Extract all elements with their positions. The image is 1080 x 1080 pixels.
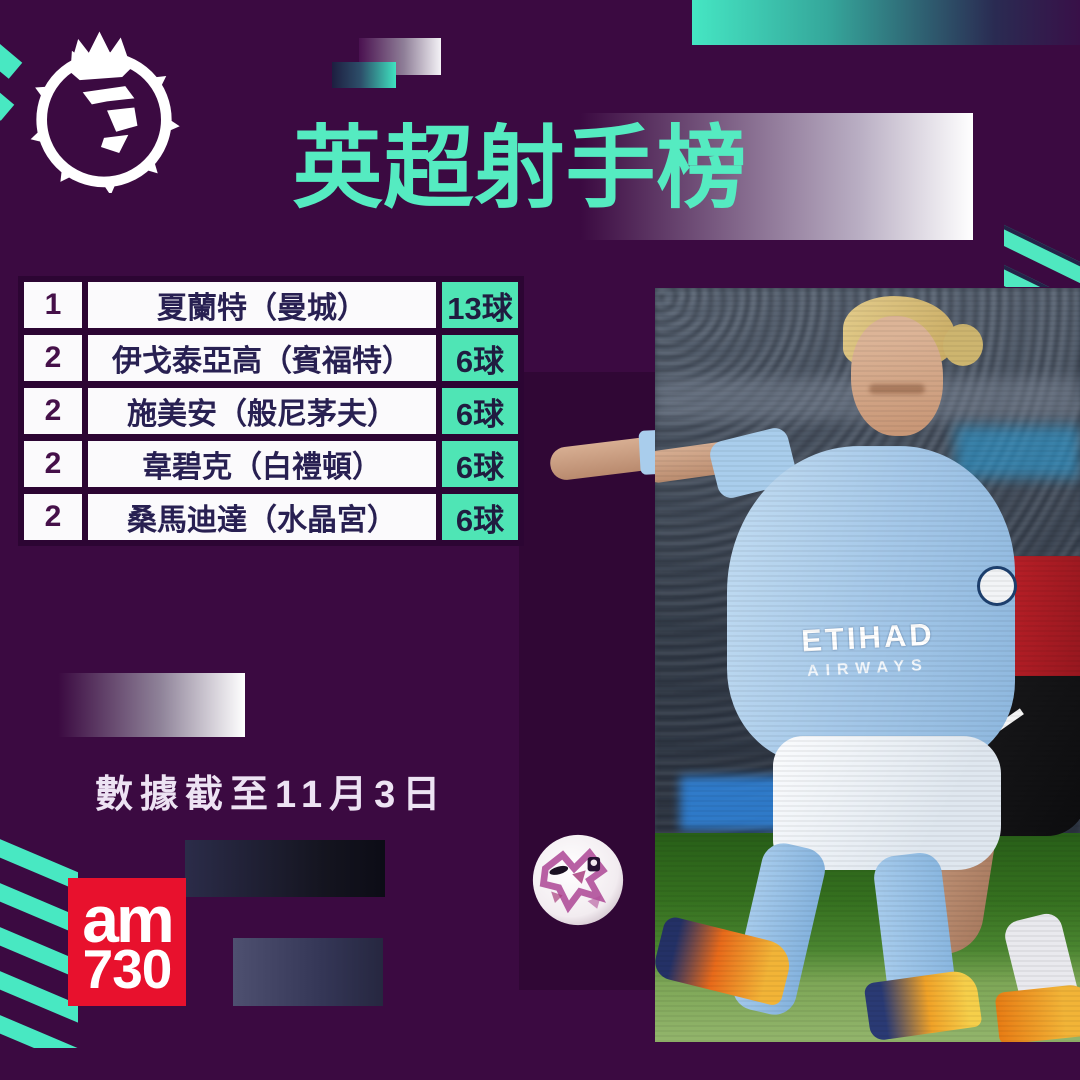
table-row: 1 夏蘭特（曼城） 13球 <box>24 282 518 328</box>
teal-stripe <box>0 0 23 79</box>
player-face-shadow <box>869 384 925 394</box>
teal-stripe <box>0 820 78 899</box>
player-jersey <box>727 446 1015 764</box>
goals-cell: 13球 <box>442 282 518 328</box>
player-cell: 伊戈泰亞高（賓福特） <box>88 335 436 381</box>
player-shorts <box>773 736 1001 870</box>
club-badge <box>977 566 1017 606</box>
am730-logo: am 730 <box>68 878 186 1006</box>
player-face <box>851 316 943 436</box>
table-row: 2 伊戈泰亞高（賓福特） 6球 <box>24 335 518 381</box>
player-cell: 韋碧克（白禮頓） <box>88 441 436 487</box>
goals-cell: 6球 <box>442 388 518 434</box>
rank-cell: 2 <box>24 441 82 487</box>
football-icon <box>532 834 624 926</box>
am730-logo-line2: 730 <box>82 937 173 1000</box>
scorers-table: 1 夏蘭特（曼城） 13球 2 伊戈泰亞高（賓福特） 6球 2 施美安（般尼茅夫… <box>18 276 524 546</box>
gradient-bar-navy-1 <box>185 840 385 897</box>
opponent-boot <box>994 983 1080 1042</box>
title-gradient-bar <box>340 113 973 240</box>
scorers-table-body: 1 夏蘭特（曼城） 13球 2 伊戈泰亞高（賓福特） 6球 2 施美安（般尼茅夫… <box>24 282 518 540</box>
goals-cell: 6球 <box>442 441 518 487</box>
goals-cell: 6球 <box>442 494 518 540</box>
diagonal-stripes-photo-corner <box>1004 215 1080 287</box>
rank-cell: 1 <box>24 282 82 328</box>
corner-stripes-bottom-left <box>0 818 78 1048</box>
rank-cell: 2 <box>24 494 82 540</box>
gradient-bar-top-right <box>692 0 1080 45</box>
rank-cell: 2 <box>24 335 82 381</box>
table-row: 2 桑馬迪達（水晶宮） 6球 <box>24 494 518 540</box>
am730-logo-line1: am <box>82 882 174 957</box>
footer-gradient-bar <box>58 673 245 737</box>
table-row: 2 施美安（般尼茅夫） 6球 <box>24 388 518 434</box>
player-cell: 夏蘭特（曼城） <box>88 282 436 328</box>
goals-cell: 6球 <box>442 335 518 381</box>
gradient-bar-mini-teal <box>332 62 396 88</box>
player-hair-bun <box>943 324 983 366</box>
gradient-bar-navy-2 <box>233 938 383 1006</box>
table-row: 2 韋碧克（白禮頓） 6球 <box>24 441 518 487</box>
player-cell: 施美安（般尼茅夫） <box>88 388 436 434</box>
rank-cell: 2 <box>24 388 82 434</box>
premier-league-lion-icon <box>30 31 180 193</box>
poster-title: 英超射手榜 <box>292 119 748 219</box>
player-cell: 桑馬迪達（水晶宮） <box>88 494 436 540</box>
led-adboard <box>955 426 1080 478</box>
data-cutoff-note: 數據截至11月3日 <box>95 774 448 816</box>
match-photo: dragon 3 ETIHAD AIRWAYS <box>655 288 1080 1042</box>
